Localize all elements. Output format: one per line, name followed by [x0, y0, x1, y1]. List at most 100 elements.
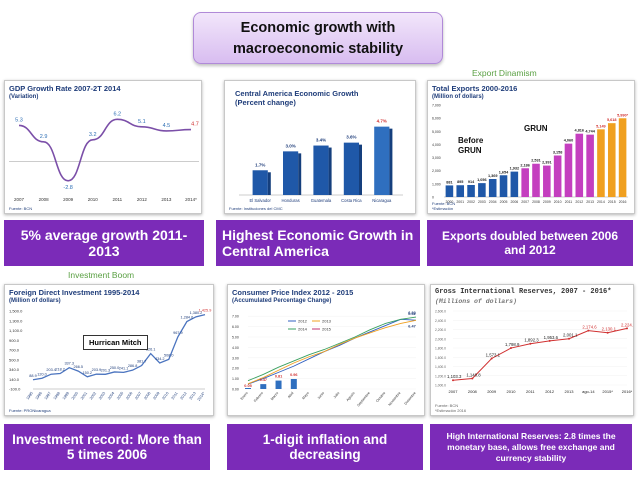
- cpi-panel: Consumer Price Index 2012 - 2015 (Accumu…: [227, 284, 425, 416]
- reserves-y-tick: 2,000.0: [435, 337, 446, 341]
- exports-bar: [586, 134, 594, 197]
- cpi-series-line: [247, 318, 417, 385]
- cpi-value-label: 0.47: [260, 378, 267, 382]
- cpi-series-line: [247, 316, 417, 382]
- fdi-x-tick: 1998: [53, 391, 61, 400]
- cpi-value-label: 6.62: [408, 312, 415, 316]
- ca-bar-side: [267, 172, 271, 195]
- cpi-y-tick: 5.00: [232, 336, 239, 340]
- fdi-value-label: 967.9: [173, 331, 183, 335]
- cpi-legend-label: 2014: [298, 327, 308, 332]
- gdp-x-tick: 2012: [137, 197, 148, 202]
- fdi-x-tick: 2001: [80, 391, 88, 400]
- reserves-value-label: 1,573.1: [486, 352, 501, 357]
- ca-bar: [283, 151, 299, 195]
- fdi-x-tick: 1997: [44, 391, 52, 400]
- reserves-x-tick: 2011: [526, 389, 535, 394]
- exports-x-tick: 2015: [608, 200, 616, 204]
- cpi-title: Consumer Price Index 2012 - 2015 (Accumu…: [232, 288, 354, 304]
- reserves-panel: Gross International Reserves, 2007 - 201…: [430, 284, 636, 416]
- exports-y-tick: 3,000: [432, 156, 441, 160]
- exports-x-tick: 2014: [597, 200, 605, 204]
- fdi-x-tick: 2011: [171, 391, 179, 400]
- ca-value-label: 4.7%: [377, 119, 387, 124]
- fdi-y-tick: 500.0: [9, 357, 20, 362]
- reserves-point: [568, 337, 570, 340]
- exports-bar: [521, 168, 529, 197]
- gdp-x-tick: 2014*: [185, 197, 197, 202]
- exports-value-label: 2,531: [531, 159, 541, 163]
- ca-bar-side: [298, 153, 302, 195]
- gdp-x-tick: 2008: [39, 197, 50, 202]
- reserves-point: [529, 342, 532, 345]
- fdi-value-label: 250.0: [110, 366, 120, 370]
- exports-value-label: 2,391: [542, 161, 552, 165]
- ca-banner: Highest Economic Growth in Central Ameri…: [216, 220, 420, 266]
- fdi-x-tick: 2010: [161, 391, 169, 400]
- gdp-x-tick: 2013: [161, 197, 172, 202]
- exports-y-tick: 2,000: [432, 169, 441, 173]
- cpi-2015-bar: [290, 379, 297, 389]
- gdp-value-label: 5.1: [138, 119, 146, 125]
- fdi-value-label: 120.0: [37, 372, 47, 376]
- reserves-x-tick: 2013: [565, 389, 575, 394]
- fdi-value-label: 241.1: [119, 366, 129, 370]
- ca-source: Fuente: Instituciones del CMC: [229, 206, 283, 211]
- fdi-x-tick: 2003: [98, 391, 106, 400]
- ca-category-label: El Salvador: [249, 198, 271, 203]
- reserves-y-tick: 1,600.0: [435, 356, 446, 360]
- fdi-y-tick: 900.0: [9, 338, 20, 343]
- cpi-legend-label: 2015: [322, 327, 332, 332]
- cpi-legend-label: 2012: [298, 319, 308, 324]
- reserves-x-tick: 2007: [449, 389, 459, 394]
- reserves-value-label: 1,798.9: [505, 342, 520, 347]
- exports-x-tick: 2002: [467, 200, 475, 204]
- exports-x-tick: 2012: [575, 200, 583, 204]
- cpi-y-tick: 0.00: [232, 388, 239, 392]
- ca-bar-side: [328, 147, 332, 195]
- ca-category-label: Honduras: [282, 198, 300, 203]
- fdi-y-tick: 140.0: [9, 377, 20, 382]
- fdi-x-tick: 1996: [35, 391, 43, 400]
- ca-category-label: Nicaragua: [372, 198, 392, 203]
- cpi-x-tick: Noviembre: [388, 391, 402, 407]
- exports-y-tick: 0: [432, 196, 434, 200]
- ca-value-label: 3.0%: [285, 143, 295, 148]
- exports-y-tick: 6,000: [432, 117, 441, 121]
- reserves-x-tick: ago-14: [582, 389, 595, 394]
- gdp-title: GDP Growth Rate 2007-2T 2014 (Variation): [9, 84, 121, 100]
- reserves-y-tick: 1,000.0: [435, 384, 446, 388]
- fdi-value-label: 337.3: [64, 362, 74, 366]
- fdi-x-tick: 1995: [26, 391, 34, 400]
- exports-value-label: 3,158: [553, 150, 563, 154]
- exports-bar: [456, 185, 465, 197]
- fdi-x-tick: 2000: [71, 391, 79, 400]
- exports-value-label: 1,654: [499, 170, 509, 174]
- cpi-banner: 1-digit inflation and decreasing: [227, 424, 423, 470]
- reserves-x-tick: 2010: [507, 389, 517, 394]
- gdp-value-label: 4.7: [191, 122, 199, 128]
- cpi-y-tick: 1.00: [232, 377, 239, 381]
- reserves-point: [510, 347, 512, 350]
- cpi-chart: 7.00 6.00 5.00 4.00 3.00 2.00 1.00 0.00 2012 2013…: [232, 311, 417, 407]
- reserves-value-label: 1,140.8: [466, 372, 481, 377]
- exports-source: Fuente: BCN: [432, 201, 456, 206]
- exports-value-label: 1,932: [510, 167, 520, 171]
- exports-bar: [618, 118, 627, 197]
- ca-bar: [374, 126, 390, 195]
- exports-bar: [575, 133, 584, 197]
- fdi-value-label: 626.1: [146, 348, 156, 352]
- exports-x-tick: 2006: [510, 200, 518, 204]
- exports-x-tick: 2005: [500, 200, 508, 204]
- exports-value-label: 5,618: [607, 118, 617, 122]
- cpi-x-tick: Agosto: [346, 391, 356, 402]
- fdi-y-tick: 1,100.0: [9, 328, 23, 333]
- exports-x-tick: 2000: [446, 200, 454, 204]
- exports-bar: [510, 171, 519, 197]
- cpi-x-tick: Octubre: [375, 391, 386, 403]
- fdi-x-tick: 2002: [89, 391, 97, 400]
- fdi-y-tick: -100.0: [9, 387, 21, 392]
- exports-bar: [564, 143, 573, 197]
- fdi-panel: Foreign Direct Investment 1995-2014 (Mil…: [4, 284, 214, 416]
- reserves-y-tick: 1,400.0: [435, 365, 446, 369]
